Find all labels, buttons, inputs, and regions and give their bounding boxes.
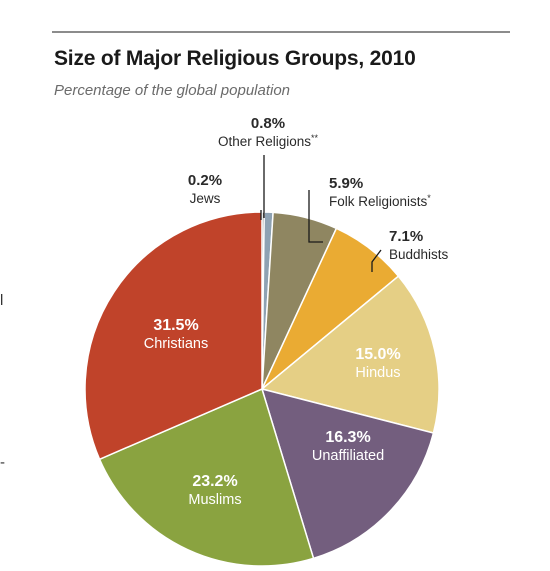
- category-label-muslims: Muslims: [188, 492, 241, 508]
- edge-fragment-bottom: -: [0, 454, 5, 471]
- data-label-jews: 0.2%: [188, 172, 222, 189]
- leader-line-buddhists: [371, 249, 382, 272]
- data-label-muslims: 23.2%: [192, 473, 237, 490]
- category-label-jews: Jews: [190, 191, 221, 206]
- category-label-buddhists: Buddhists: [389, 247, 449, 262]
- pie-slice-hindus: [260, 275, 440, 434]
- leader-line-folk-religionists: [308, 190, 323, 243]
- category-label-christians: Christians: [144, 336, 208, 352]
- data-label-christians: 31.5%: [153, 317, 198, 334]
- data-label-unaffiliated: 16.3%: [325, 429, 370, 446]
- category-label-unaffiliated: Unaffiliated: [312, 448, 384, 464]
- category-label-other-religions: Other Religions**: [218, 133, 319, 149]
- chart-title: Size of Major Religious Groups, 2010: [54, 47, 416, 70]
- chart-subtitle: Percentage of the global population: [54, 82, 291, 99]
- pie-slice-christians: [84, 211, 263, 461]
- data-label-folk-religionists: 5.9%: [329, 175, 363, 192]
- pie-slice-unaffiliated: [260, 387, 435, 560]
- pie-slice-muslims: [98, 387, 315, 567]
- category-label-hindus: Hindus: [355, 365, 400, 381]
- data-label-hindus: 15.0%: [355, 346, 400, 363]
- data-label-other-religions: 0.8%: [251, 115, 285, 132]
- edge-fragment-top: l: [0, 292, 4, 309]
- category-label-folk-religionists: Folk Religionists*: [329, 193, 431, 209]
- data-label-buddhists: 7.1%: [389, 228, 423, 245]
- top-rule: [52, 31, 510, 33]
